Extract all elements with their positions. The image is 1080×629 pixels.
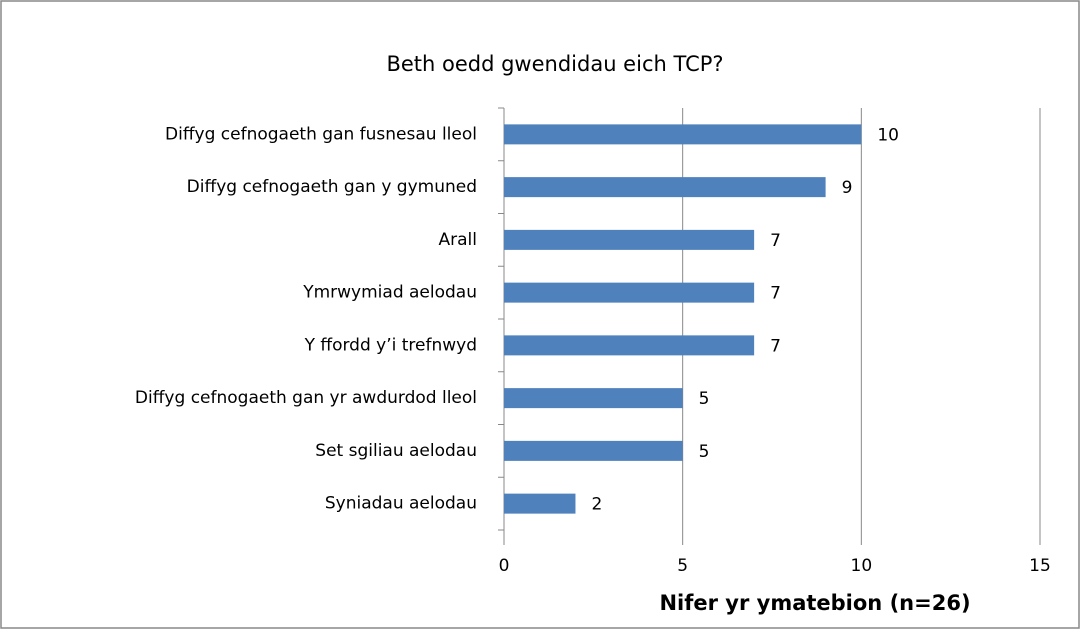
data-label: 9 bbox=[842, 178, 853, 198]
x-tick-label: 5 bbox=[677, 556, 688, 576]
bar bbox=[504, 229, 755, 250]
y-tick-label: Arall bbox=[439, 230, 477, 250]
bar bbox=[504, 388, 683, 409]
data-label: 7 bbox=[770, 231, 781, 251]
data-label: 5 bbox=[699, 442, 710, 462]
y-tick-label: Ymrwymiad aelodau bbox=[302, 283, 477, 303]
y-tick-label: Syniadau aelodau bbox=[325, 494, 477, 514]
chart-title: Beth oedd gwendidau eich TCP? bbox=[386, 52, 723, 76]
bar bbox=[504, 440, 683, 461]
y-tick-label: Diffyg cefnogaeth gan y gymuned bbox=[187, 177, 477, 197]
y-tick-label: Set sgiliau aelodau bbox=[315, 441, 477, 461]
y-tick-label: Y ffordd y’i trefnwyd bbox=[304, 335, 477, 355]
data-label: 10 bbox=[877, 125, 899, 145]
data-label: 7 bbox=[770, 284, 781, 304]
x-axis-title: Nifer yr ymatebion (n=26) bbox=[659, 591, 970, 615]
data-label: 2 bbox=[591, 495, 602, 515]
x-tick-label: 0 bbox=[499, 556, 510, 576]
bar bbox=[504, 335, 755, 356]
y-tick-label: Diffyg cefnogaeth gan fusnesau lleol bbox=[165, 124, 477, 144]
bar bbox=[504, 124, 862, 145]
x-tick-label: 10 bbox=[851, 556, 873, 576]
data-label: 5 bbox=[699, 389, 710, 409]
y-tick-label: Diffyg cefnogaeth gan yr awdurdod lleol bbox=[135, 388, 477, 408]
x-tick-label: 15 bbox=[1029, 556, 1051, 576]
bar bbox=[504, 493, 576, 514]
bar bbox=[504, 282, 755, 303]
data-label: 7 bbox=[770, 336, 781, 356]
bar bbox=[504, 177, 826, 198]
